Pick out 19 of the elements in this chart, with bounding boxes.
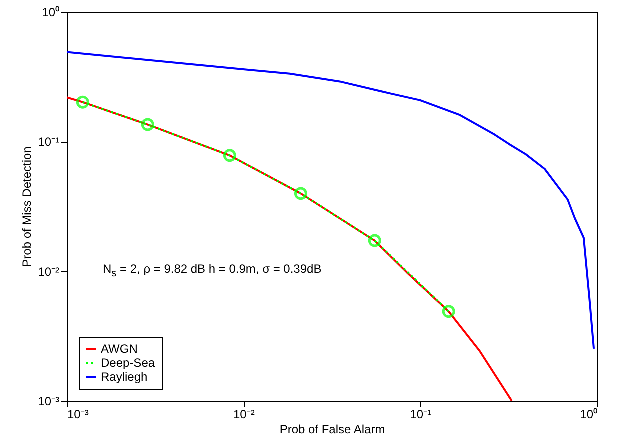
y-tick-label: 10⁰ [42, 6, 60, 20]
annotation-text: N$_{s}$ = 2, ρ = 9.82 dB h = 0.9m, σ = 0.39dB [103, 262, 322, 280]
x-axis-title: Prob of False Alarm [280, 422, 386, 436]
y-tick-label: 10⁻³ [38, 394, 60, 408]
point [368, 234, 382, 248]
point [223, 149, 236, 162]
x-tick-label: 10⁻¹ [410, 408, 432, 422]
point [294, 187, 308, 200]
legend-label: AWGN [101, 342, 138, 356]
y-axis-title: Prob of Miss Detection [20, 146, 34, 268]
x-tick-label: 10⁰ [580, 408, 598, 422]
y-tick-label: 10⁻¹ [38, 135, 60, 150]
legend-label: Deep-Sea [101, 356, 156, 370]
point [76, 96, 90, 109]
point [442, 305, 456, 318]
y-tick-label: 10⁻² [38, 264, 60, 279]
x-tick-label: 10⁻³ [68, 408, 89, 422]
legend-label: Rayliegh [101, 370, 148, 384]
x-tick-label: 10⁻² [233, 408, 255, 422]
